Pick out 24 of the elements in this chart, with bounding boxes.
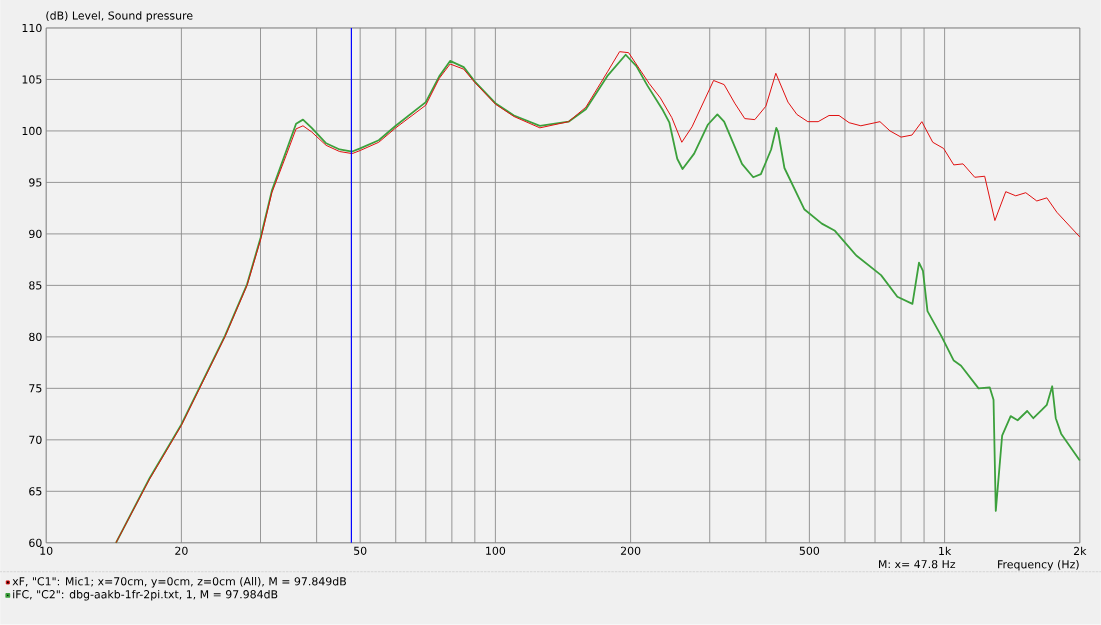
y-tick-label: 100	[22, 126, 42, 136]
y-tick-label: 85	[29, 281, 42, 290]
y-tick-label: 110	[22, 23, 42, 33]
x-tick-label: 100	[486, 546, 506, 556]
y-tick-label: 95	[29, 178, 42, 187]
x-tick-label: 50	[354, 546, 367, 556]
y-tick-label: 65	[29, 487, 42, 496]
x-tick-label: 10	[40, 546, 53, 556]
x-tick-label: 500	[799, 546, 820, 556]
x-tick-label: 200	[620, 546, 641, 556]
y-tick-label: 105	[22, 75, 42, 84]
y-tick-label: 70	[29, 435, 42, 445]
text: M: x= 47.8 Hz	[879, 560, 956, 569]
x-axis-title: Frequency (Hz)	[998, 560, 1079, 571]
x-tick-label: 1k	[939, 546, 952, 556]
x-tick-label: 2k	[1073, 546, 1087, 556]
y-tick-label: 80	[29, 332, 42, 342]
y-tick-label: 90	[29, 229, 42, 239]
y-tick-label: 75	[29, 384, 42, 393]
legend-label: iFC, "C2": dbg-aakb-1fr-2pi.txt, 1, M = 97.984dB	[13, 590, 278, 601]
y-axis-title: (dB) Level, Sound pressure	[46, 11, 193, 22]
y-tick-label: 60	[29, 538, 42, 548]
legend-label: xF, "C1": Mic1; x=70cm, y=0cm, z=0cm (All), M = 97.849dB	[12, 577, 346, 588]
x-tick-label: 20	[175, 546, 188, 556]
